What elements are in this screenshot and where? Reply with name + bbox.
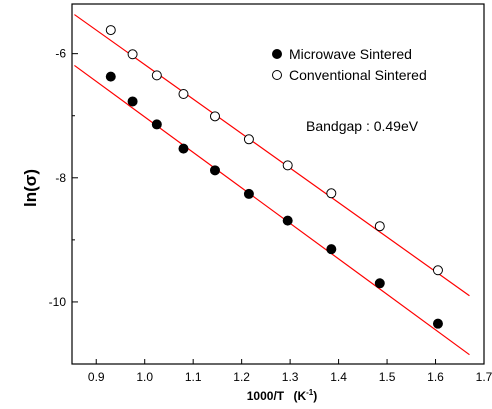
fit-lines: [74, 14, 470, 356]
point-conventional: [105, 25, 116, 36]
legend-marker-conventional: [272, 70, 282, 80]
x-tick-label: 1.4: [330, 370, 347, 384]
x-axis-label: 1000/T: [247, 389, 285, 403]
point-conventional: [127, 49, 138, 60]
point-microwave: [151, 119, 162, 130]
x-axis-unit: (K: [293, 389, 306, 403]
point-conventional: [432, 265, 443, 276]
point-conventional: [151, 70, 162, 81]
y-axis-title: ln(σ): [21, 169, 40, 207]
legend-marker-microwave: [272, 49, 282, 59]
point-conventional: [243, 134, 254, 145]
y-tick-label: -10: [49, 295, 67, 309]
x-tick-label: 1.6: [427, 370, 444, 384]
legend-label-conventional: Conventional Sintered: [289, 67, 427, 83]
point-conventional: [326, 188, 337, 199]
point-conventional: [178, 89, 189, 99]
y-tick-label: -6: [55, 47, 66, 61]
axis-ticks: 0.9 1.0 1.1 1.2 1.3 1.4 1.5 1.6 1.7 -10 -8 -6: [49, 47, 492, 384]
x-tick-label: 1.2: [233, 370, 250, 384]
x-tick-label: 1.5: [379, 370, 396, 384]
legend-label-microwave: Microwave Sintered: [289, 46, 412, 62]
plot-frame: [71, 3, 485, 365]
point-microwave: [243, 188, 254, 199]
legend: Microwave Sintered Conventional Sintered: [272, 46, 427, 83]
point-microwave: [282, 215, 293, 226]
fit-line-microwave: [74, 64, 470, 356]
point-conventional: [374, 221, 385, 232]
x-tick-label: 1.1: [185, 370, 202, 384]
point-microwave: [326, 244, 337, 255]
x-axis-unit-close: ): [313, 389, 317, 403]
fit-line-conventional: [74, 14, 470, 297]
x-tick-label: 0.9: [88, 370, 105, 384]
y-tick-label: -8: [55, 171, 66, 185]
bandgap-annotation: Bandgap : 0.49eV: [306, 118, 419, 134]
x-tick-label: 1.3: [282, 370, 299, 384]
point-microwave: [105, 71, 116, 82]
x-axis-title: 1000/T (K-1): [247, 388, 318, 403]
point-microwave: [209, 165, 220, 176]
x-tick-label: 1.7: [476, 370, 492, 384]
point-microwave: [178, 143, 189, 154]
point-conventional: [209, 111, 220, 122]
x-tick-label: 1.0: [136, 370, 153, 384]
point-microwave: [374, 278, 385, 289]
point-microwave: [432, 318, 443, 329]
x-axis-unit-sup: -1: [306, 388, 314, 397]
point-conventional: [282, 160, 293, 171]
point-microwave: [127, 96, 138, 107]
data-points: [105, 25, 443, 329]
